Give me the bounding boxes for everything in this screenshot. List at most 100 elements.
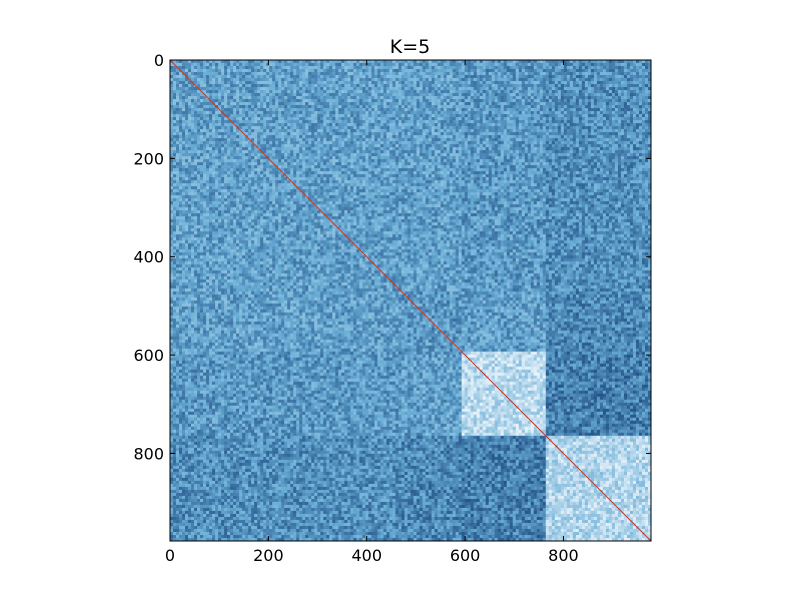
heatmap-cell [524, 108, 529, 112]
heatmap-cell [302, 126, 306, 130]
heatmap-cell [272, 87, 276, 91]
heatmap-cell [449, 96, 453, 100]
heatmap-cell [578, 81, 583, 85]
heatmap-cell [593, 117, 598, 121]
heatmap-cell [320, 81, 324, 85]
heatmap-cell [560, 129, 565, 133]
heatmap-cell [623, 111, 628, 115]
heatmap-cell [590, 81, 595, 85]
heatmap-cell [617, 144, 622, 148]
heatmap-cell [539, 96, 544, 100]
heatmap-cell [518, 144, 523, 148]
heatmap-cell [611, 99, 616, 103]
heatmap-cell [317, 96, 321, 100]
heatmap-cell [572, 102, 577, 106]
heatmap-cell [323, 60, 327, 64]
heatmap-cell [236, 153, 240, 157]
heatmap-cell [515, 105, 520, 109]
heatmap-cell [206, 120, 210, 124]
heatmap-cell [488, 93, 493, 97]
heatmap-cell [212, 129, 216, 133]
heatmap-cell [581, 126, 586, 130]
heatmap-cell [248, 114, 252, 118]
heatmap-cell [371, 102, 375, 106]
heatmap-cell [329, 81, 333, 85]
heatmap-cell [509, 102, 514, 106]
heatmap-cell [377, 150, 381, 154]
heatmap-cell [506, 150, 511, 154]
heatmap-cell [326, 78, 330, 82]
heatmap-cell [224, 105, 228, 109]
heatmap-cell [254, 93, 258, 97]
heatmap-cell [419, 75, 423, 79]
heatmap-cell [257, 63, 261, 67]
heatmap-cell [425, 144, 429, 148]
heatmap-cell [260, 144, 264, 148]
heatmap-cell [581, 141, 586, 145]
heatmap-cell [584, 81, 589, 85]
heatmap-cell [596, 132, 601, 136]
heatmap-cell [440, 75, 444, 79]
heatmap-cell [557, 111, 562, 115]
heatmap-cell [359, 72, 363, 76]
heatmap-cell [647, 102, 652, 106]
heatmap-cell [335, 90, 339, 94]
heatmap-cell [614, 90, 619, 94]
heatmap-cell [383, 90, 387, 94]
heatmap-cell [335, 99, 339, 103]
heatmap-cell [584, 120, 589, 124]
heatmap-cell [530, 114, 535, 118]
heatmap-cell [269, 141, 273, 145]
heatmap-cell [578, 132, 583, 136]
heatmap-cell [491, 144, 496, 148]
heatmap-cell [362, 81, 366, 85]
heatmap-cell [293, 114, 297, 118]
heatmap-cell [335, 105, 339, 109]
heatmap-cell [248, 96, 252, 100]
heatmap-cell [299, 138, 303, 142]
heatmap-cell [530, 144, 535, 148]
heatmap-cell [320, 84, 324, 88]
heatmap-cell [554, 75, 559, 79]
heatmap-cell [533, 78, 538, 82]
heatmap-cell [398, 93, 402, 97]
heatmap-cell [644, 138, 649, 142]
heatmap-cell [575, 141, 580, 145]
heatmap-cell [365, 144, 369, 148]
heatmap-cell [506, 108, 511, 112]
heatmap-cell [389, 102, 393, 106]
heatmap-cell [353, 93, 357, 97]
heatmap-cell [533, 84, 538, 88]
heatmap-cell [278, 135, 282, 139]
heatmap-cell [344, 84, 348, 88]
heatmap-cell [200, 150, 204, 154]
heatmap-cell [173, 96, 177, 100]
heatmap-cell [599, 99, 604, 103]
heatmap-cell [335, 141, 339, 145]
heatmap-cell [227, 99, 231, 103]
heatmap-cell [269, 72, 273, 76]
heatmap-cell [530, 141, 535, 145]
heatmap-cell [212, 141, 216, 145]
heatmap-cell [194, 129, 198, 133]
heatmap-cell [554, 66, 559, 70]
heatmap-cell [611, 150, 616, 154]
heatmap-cell [500, 84, 505, 88]
heatmap-cell [281, 81, 285, 85]
heatmap-cell [506, 132, 511, 136]
heatmap-cell [212, 60, 216, 64]
heatmap-cell [452, 141, 456, 145]
heatmap-cell [200, 105, 204, 109]
heatmap-cell [395, 96, 399, 100]
heatmap-cell [341, 144, 345, 148]
heatmap-cell [518, 84, 523, 88]
heatmap-cell [278, 126, 282, 130]
heatmap-cell [560, 141, 565, 145]
heatmap-cell [200, 72, 204, 76]
heatmap-cell [284, 114, 288, 118]
heatmap-cell [566, 132, 571, 136]
heatmap-cell [467, 69, 472, 73]
heatmap-cell [491, 135, 496, 139]
heatmap-cell [215, 63, 219, 67]
heatmap-cell [239, 126, 243, 130]
